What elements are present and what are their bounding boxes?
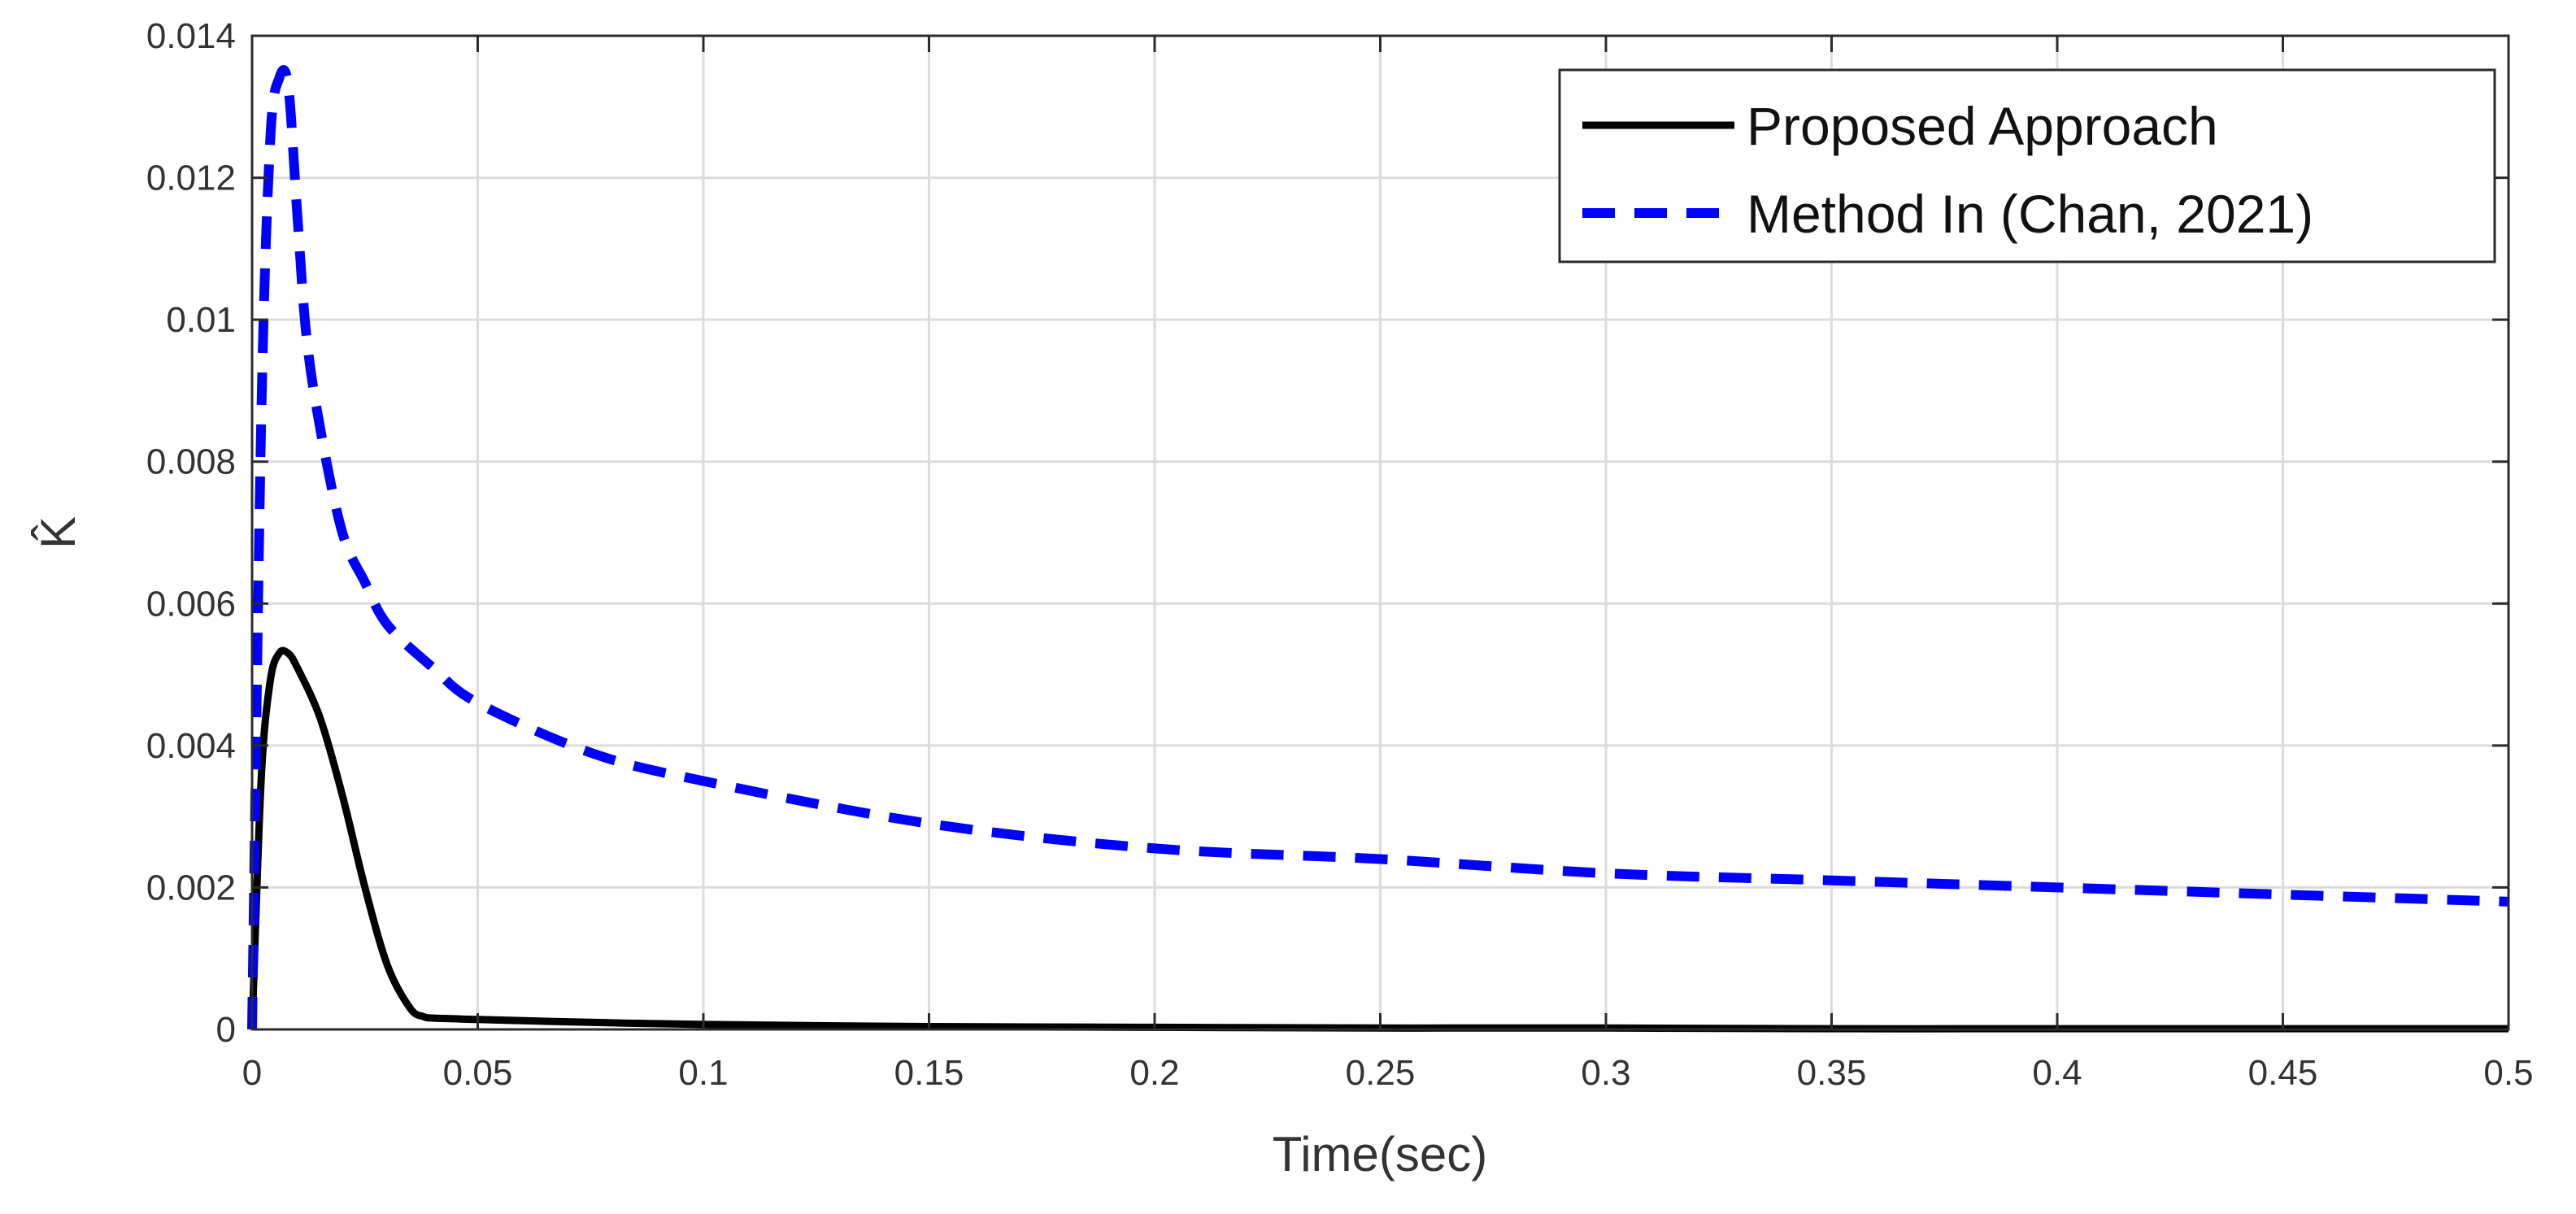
x-tick-label: 0.5	[2483, 1053, 2533, 1093]
x-tick-label: 0.2	[1129, 1053, 1179, 1093]
y-tick-label: 0.008	[146, 442, 236, 482]
x-tick-label: 0.45	[2248, 1053, 2318, 1093]
y-tick-label: 0.006	[146, 584, 236, 624]
x-tick-label: 0.35	[1797, 1053, 1867, 1093]
x-tick-label: 0.4	[2032, 1053, 2082, 1093]
legend-label-2: Method In (Chan, 2021)	[1747, 184, 2313, 244]
x-tick-label: 0	[242, 1053, 262, 1093]
x-tick-label: 0.3	[1581, 1053, 1630, 1093]
y-tick-label: 0.002	[146, 868, 236, 907]
legend: Proposed Approach Method In (Chan, 2021)	[1558, 68, 2496, 263]
y-tick-label: 0.004	[146, 726, 236, 766]
x-axis-ticks: 0 0.05 0.1 0.15 0.2 0.25 0.3 0.35 0.4 0.45 0.5	[242, 36, 2534, 1093]
y-axis-label: K̂	[31, 516, 85, 549]
x-tick-label: 0.05	[443, 1053, 513, 1093]
legend-box	[1558, 68, 2496, 263]
x-tick-label: 0.1	[678, 1053, 728, 1093]
x-axis-label: Time(sec)	[1273, 1127, 1487, 1181]
y-axis-ticks: 0 0.002 0.004 0.006 0.008 0.01 0.012 0.014	[146, 16, 2509, 1050]
y-tick-label: 0	[216, 1010, 236, 1050]
y-tick-label: 0.012	[146, 159, 236, 198]
x-tick-label: 0.15	[894, 1053, 964, 1093]
series-line-2	[247, 65, 2509, 1030]
legend-label-1: Proposed Approach	[1747, 96, 2218, 156]
y-tick-label: 0.01	[166, 300, 236, 340]
y-tick-label: 0.014	[146, 16, 236, 56]
x-tick-label: 0.25	[1346, 1053, 1416, 1093]
